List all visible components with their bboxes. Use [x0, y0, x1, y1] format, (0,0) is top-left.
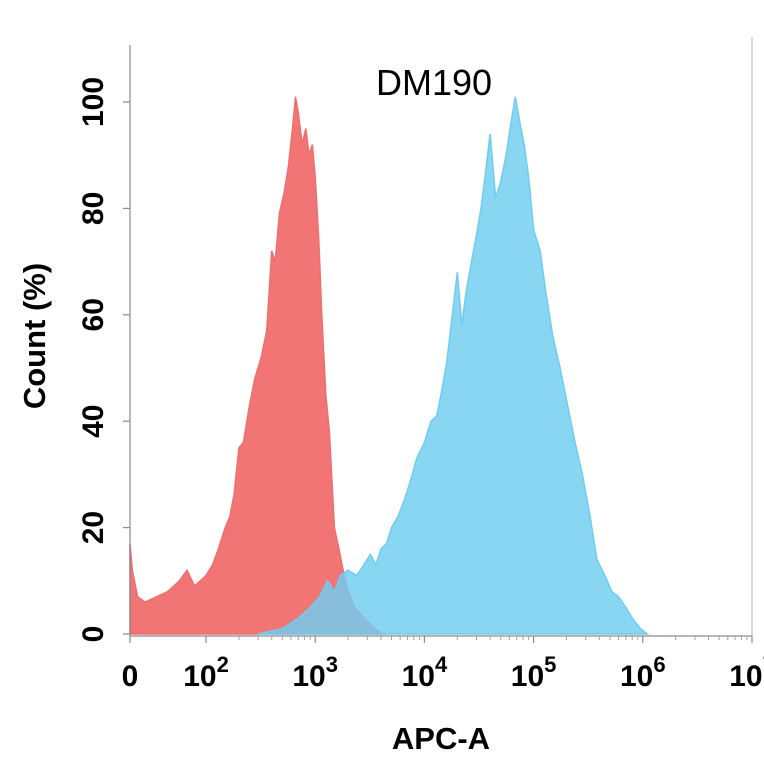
- y-tick-label: 100: [77, 77, 110, 127]
- axes-layer: [123, 37, 753, 643]
- chart-title: DM190: [376, 62, 492, 103]
- y-tick-label: 40: [77, 405, 110, 438]
- y-tick-label: 80: [77, 192, 110, 225]
- x-tick-labels: 0 102 103 104 105 106 107: [122, 652, 764, 693]
- histogram-series-2: [257, 96, 650, 635]
- y-tick-label: 0: [77, 626, 110, 643]
- x-tick-label: 107: [729, 652, 764, 693]
- x-tick-label: 0: [122, 660, 139, 693]
- y-tick-labels: 0 20 40 60 80 100: [77, 77, 110, 642]
- x-tick-label: 105: [511, 652, 557, 693]
- y-tick-label: 20: [77, 511, 110, 544]
- x-tick-label: 103: [292, 652, 338, 693]
- x-tick-label: 102: [183, 652, 229, 693]
- x-axis-title: APC-A: [392, 721, 490, 756]
- y-tick-label: 60: [77, 298, 110, 331]
- histogram-series-1: [129, 96, 386, 635]
- x-tick-label: 106: [620, 652, 666, 693]
- x-tick-label: 104: [402, 652, 448, 693]
- series-layer: [129, 96, 650, 635]
- y-axis-title: Count (%): [17, 263, 52, 409]
